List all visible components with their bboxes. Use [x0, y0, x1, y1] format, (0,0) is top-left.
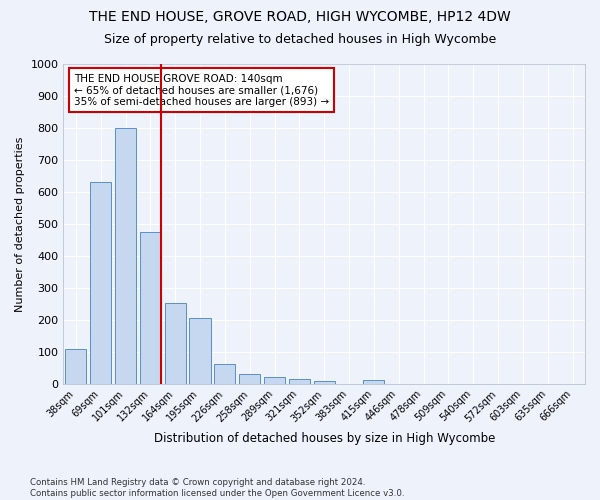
Bar — [164, 303, 186, 384]
Text: Size of property relative to detached houses in High Wycombe: Size of property relative to detached ho… — [104, 32, 496, 46]
Text: THE END HOUSE GROVE ROAD: 140sqm
← 65% of detached houses are smaller (1,676)
35: THE END HOUSE GROVE ROAD: 140sqm ← 65% o… — [74, 74, 329, 107]
Bar — [190, 318, 211, 384]
Bar — [214, 364, 235, 384]
X-axis label: Distribution of detached houses by size in High Wycombe: Distribution of detached houses by size … — [154, 432, 495, 445]
Bar — [140, 232, 161, 384]
Y-axis label: Number of detached properties: Number of detached properties — [15, 136, 25, 312]
Text: THE END HOUSE, GROVE ROAD, HIGH WYCOMBE, HP12 4DW: THE END HOUSE, GROVE ROAD, HIGH WYCOMBE,… — [89, 10, 511, 24]
Bar — [65, 348, 86, 384]
Bar — [239, 374, 260, 384]
Bar — [264, 377, 285, 384]
Bar — [314, 380, 335, 384]
Bar — [115, 128, 136, 384]
Bar — [364, 380, 385, 384]
Bar — [289, 379, 310, 384]
Bar — [90, 182, 111, 384]
Text: Contains HM Land Registry data © Crown copyright and database right 2024.
Contai: Contains HM Land Registry data © Crown c… — [30, 478, 404, 498]
